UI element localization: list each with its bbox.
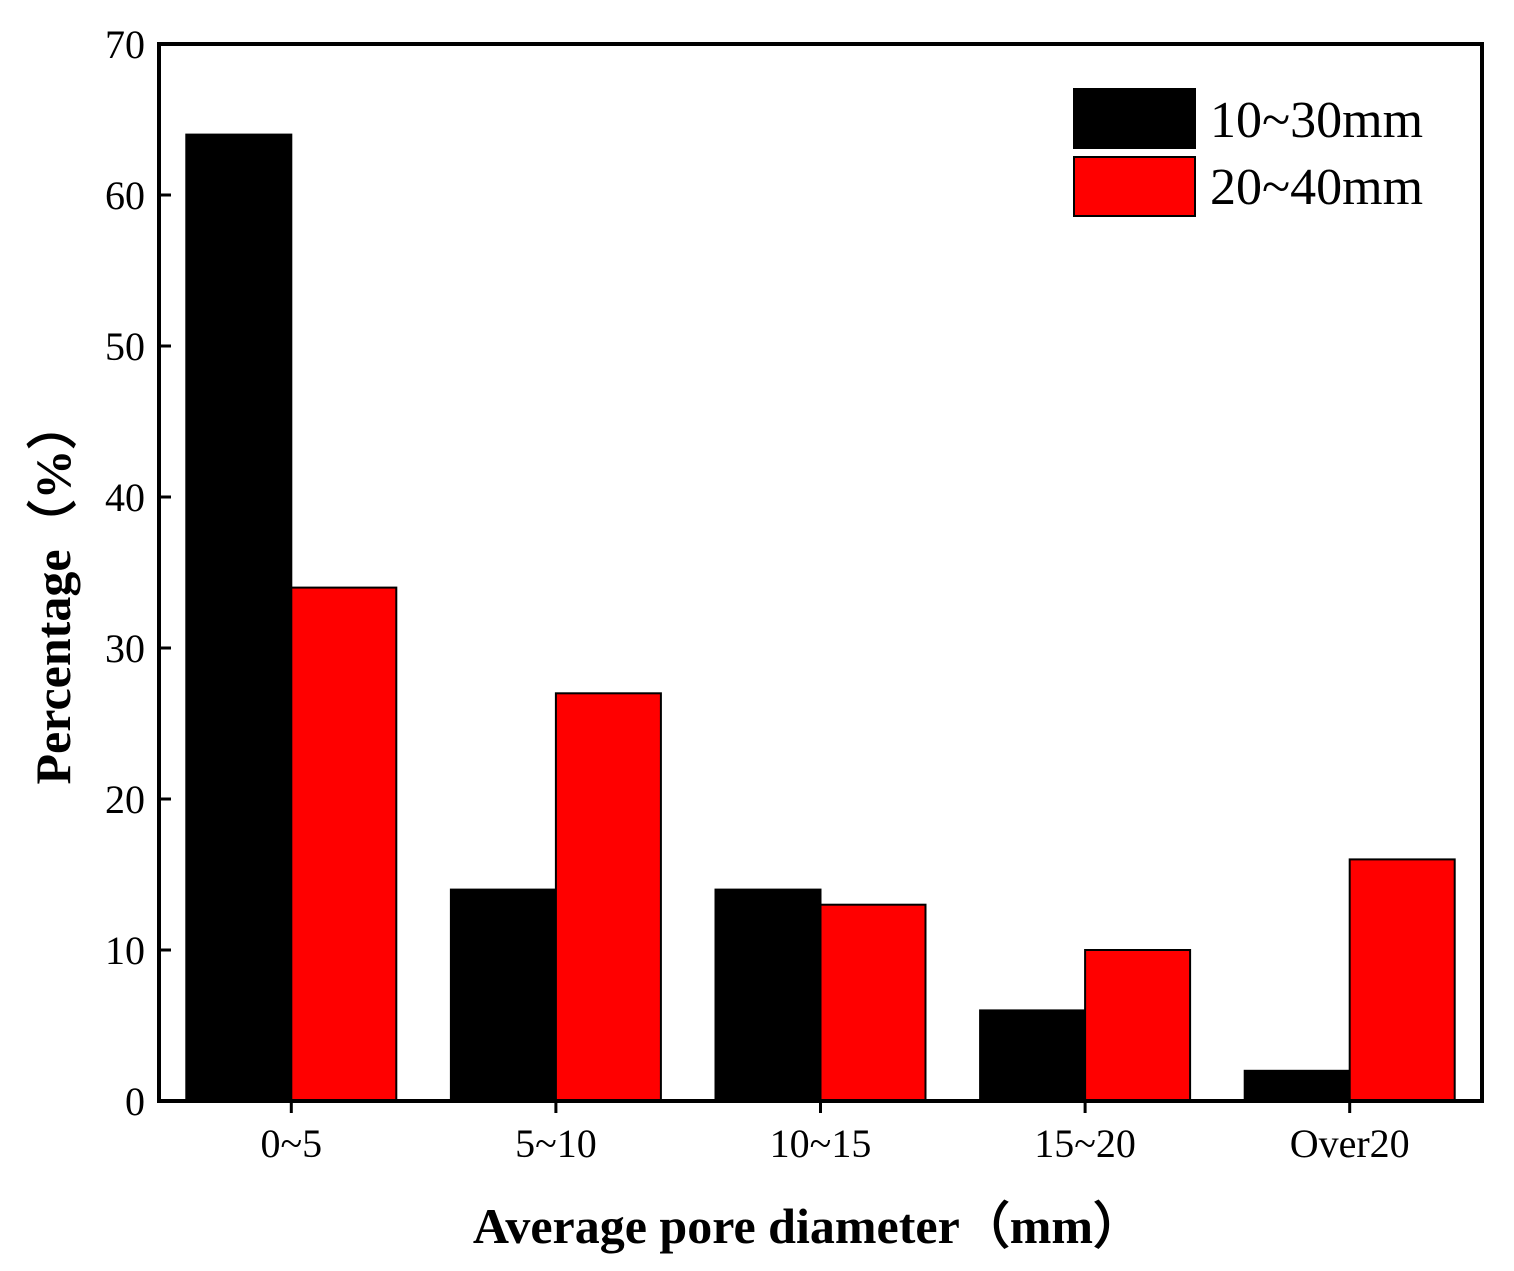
bar-10-30mm-15-20 bbox=[979, 1009, 1087, 1103]
legend: 10~30mm 20~40mm bbox=[1073, 88, 1423, 217]
x-tick-label-15-20: 15~20 bbox=[1034, 1121, 1136, 1166]
x-tick-label-10-15: 10~15 bbox=[770, 1121, 872, 1166]
y-tick-label-10: 10 bbox=[105, 928, 145, 973]
legend-swatch-10-30mm bbox=[1073, 88, 1196, 149]
bar-10-30mm-10-15 bbox=[714, 888, 822, 1102]
y-axis-ticks: 0 10 20 30 40 50 60 70 bbox=[105, 22, 171, 1124]
bar-10-30mm-5-10 bbox=[449, 888, 557, 1102]
y-tick-label-50: 50 bbox=[105, 324, 145, 369]
y-tick-label-20: 20 bbox=[105, 777, 145, 822]
x-tick-label-5-10: 5~10 bbox=[515, 1121, 597, 1166]
bar-20-40mm-15-20 bbox=[1084, 949, 1192, 1102]
bar-10-30mm-over20 bbox=[1243, 1069, 1351, 1103]
x-axis-tick-labels: 0~5 5~10 10~15 15~20 Over20 bbox=[260, 1101, 1410, 1166]
bars-layer bbox=[185, 133, 1456, 1103]
x-axis-title: Average pore diameter（mm） bbox=[473, 1198, 1143, 1254]
legend-swatch-20-40mm bbox=[1073, 156, 1196, 217]
bar-20-40mm-10-15 bbox=[819, 903, 927, 1103]
y-tick-label-30: 30 bbox=[105, 626, 145, 671]
y-tick-label-40: 40 bbox=[105, 475, 145, 520]
bar-20-40mm-0-5 bbox=[290, 586, 398, 1102]
y-tick-label-60: 60 bbox=[105, 173, 145, 218]
y-axis-title: Percentage（%） bbox=[25, 399, 81, 784]
bar-20-40mm-over20 bbox=[1348, 858, 1456, 1103]
y-tick-label-70: 70 bbox=[105, 22, 145, 67]
y-tick-label-0: 0 bbox=[125, 1079, 145, 1124]
bar-20-40mm-5-10 bbox=[554, 692, 662, 1102]
bar-10-30mm-0-5 bbox=[185, 133, 293, 1103]
legend-label-20-40mm: 20~40mm bbox=[1210, 159, 1423, 216]
x-tick-label-0-5: 0~5 bbox=[260, 1121, 322, 1166]
legend-label-10-30mm: 10~30mm bbox=[1210, 92, 1423, 149]
x-tick-label-over20: Over20 bbox=[1290, 1121, 1410, 1166]
